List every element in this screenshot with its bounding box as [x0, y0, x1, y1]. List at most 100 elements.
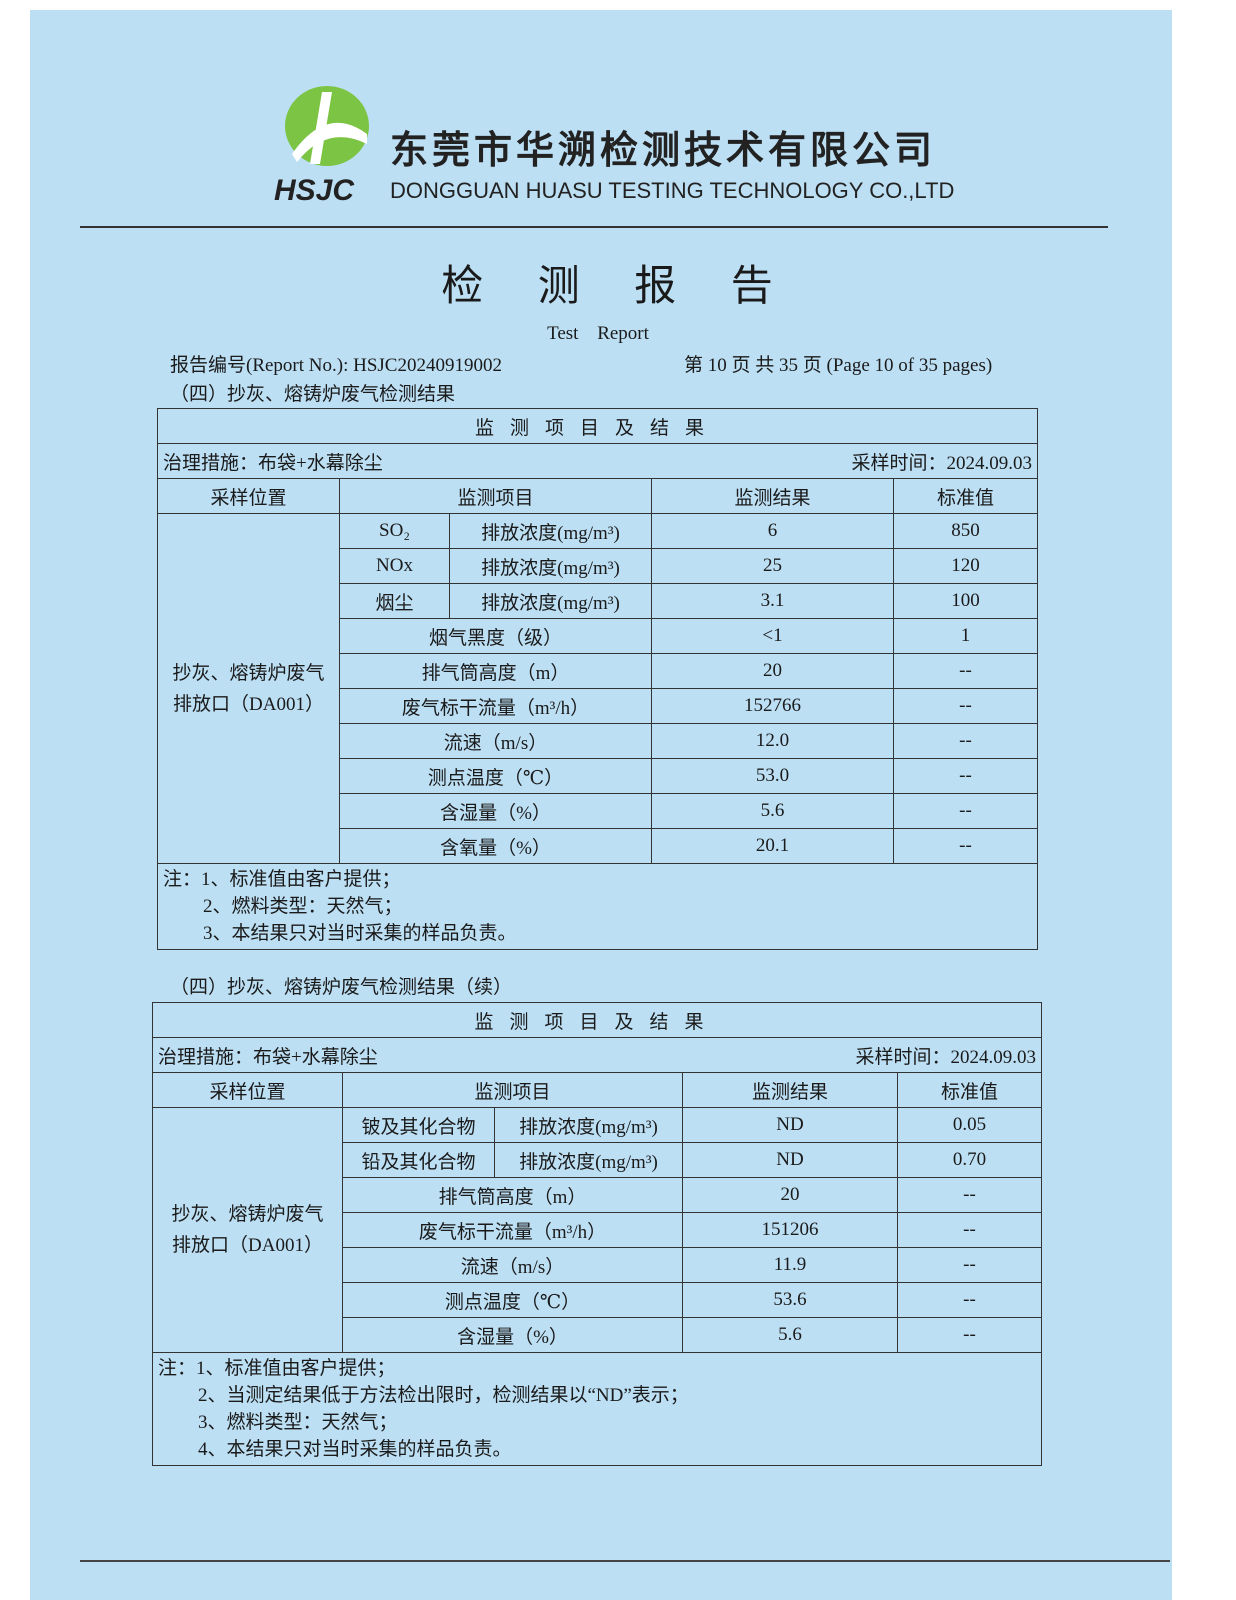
header-result: 监测结果	[651, 478, 894, 514]
standard-value: --	[897, 1212, 1042, 1248]
treatment-row: 治理措施：布袋+水幕除尘 采样时间：2024.09.03	[152, 1037, 1042, 1073]
result-value: 25	[651, 548, 894, 584]
standard-value: --	[893, 793, 1038, 829]
company-name-en: DONGGUAN HUASU TESTING TECHNOLOGY CO.,LT…	[390, 178, 955, 203]
item-name: 测点温度（℃）	[342, 1282, 683, 1318]
standard-value: 1	[893, 618, 1038, 654]
result-value: ND	[682, 1107, 898, 1143]
table-caption: 监测项目及结果	[152, 1002, 1042, 1038]
treatment: 治理措施：布袋+水幕除尘	[163, 452, 383, 474]
note-line: 2、当测定结果低于方法检出限时，检测结果以“ND”表示；	[198, 1385, 689, 1406]
result-value: 12.0	[651, 723, 894, 759]
report-number: 报告编号(Report No.): HSJC20240919002	[170, 355, 502, 376]
table-row: 废气标干流量（m³/h） 152766 --	[158, 688, 1038, 724]
item-name: 流速（m/s）	[342, 1247, 683, 1283]
result-value: <1	[651, 618, 894, 654]
item-name: 排气筒高度（m）	[342, 1177, 683, 1213]
table-row: 烟尘 排放浓度(mg/m³) 3.1 100	[158, 583, 1038, 619]
sample-time: 采样时间：2024.09.03	[851, 452, 1032, 474]
note-line: 注：1、标准值由客户提供；	[158, 1358, 396, 1379]
treatment: 治理措施：布袋+水幕除尘	[158, 1046, 378, 1068]
result-value: 53.0	[651, 758, 894, 794]
header-item: 监测项目	[342, 1072, 683, 1108]
header-location: 采样位置	[152, 1072, 343, 1108]
report-subtitle: Test Report	[547, 323, 649, 344]
result-value: 151206	[682, 1212, 898, 1248]
section-title-2: （四）抄灰、熔铸炉废气检测结果（续）	[170, 977, 513, 998]
item-name: 流速（m/s）	[339, 723, 652, 759]
note-line: 3、本结果只对当时采集的样品负责。	[203, 923, 517, 944]
note-line: 注：1、标准值由客户提供；	[163, 869, 401, 890]
note-line: 3、燃料类型：天然气；	[198, 1412, 398, 1433]
header-result: 监测结果	[682, 1072, 898, 1108]
logo-text: HSJC	[274, 174, 355, 207]
results-table-1: 监测项目及结果 治理措施：布袋+水幕除尘 采样时间：2024.09.03 采样位置 监测…	[157, 408, 1038, 950]
result-value: 20.1	[651, 828, 894, 864]
page-info: 第 10 页 共 35 页 (Page 10 of 35 pages)	[684, 355, 993, 376]
item-param: 排放浓度(mg/m³)	[494, 1142, 683, 1178]
standard-value: --	[893, 653, 1038, 689]
item-name: 含湿量（%）	[339, 793, 652, 829]
item-name: 废气标干流量（m³/h）	[339, 688, 652, 724]
result-value: ND	[682, 1142, 898, 1178]
item-name: 烟气黑度（级）	[339, 618, 652, 654]
standard-value: --	[893, 828, 1038, 864]
item-param: 排放浓度(mg/m³)	[494, 1107, 683, 1143]
item-param: 排放浓度(mg/m³)	[449, 513, 652, 549]
footer-divider	[80, 1560, 1170, 1562]
table-row: 烟气黑度（级） <1 1	[158, 618, 1038, 654]
header-divider	[80, 226, 1108, 228]
results-table-2: 监测项目及结果 治理措施：布袋+水幕除尘 采样时间：2024.09.03 采样位置 监测…	[152, 1002, 1042, 1466]
table-caption: 监测项目及结果	[157, 408, 1038, 444]
result-value: 20	[682, 1177, 898, 1213]
company-name-cn: 东莞市华溯检测技术有限公司	[390, 128, 937, 172]
result-value: 3.1	[651, 583, 894, 619]
item-name: SO₂	[339, 513, 450, 549]
note-line: 2、燃料类型：天然气；	[203, 896, 403, 917]
result-value: 53.6	[682, 1282, 898, 1318]
sample-time: 采样时间：2024.09.03	[855, 1046, 1036, 1068]
header-standard: 标准值	[897, 1072, 1042, 1108]
result-value: 152766	[651, 688, 894, 724]
item-param: 排放浓度(mg/m³)	[449, 548, 652, 584]
standard-value: --	[893, 688, 1038, 724]
standard-value: --	[897, 1317, 1042, 1353]
sampling-location: 抄灰、熔铸炉废气排放口（DA001）	[157, 513, 340, 864]
header-item: 监测项目	[339, 478, 652, 514]
report-title: 检 测 报 告	[441, 264, 795, 310]
standard-value: 0.70	[897, 1142, 1042, 1178]
header-standard: 标准值	[893, 478, 1038, 514]
standard-value: --	[893, 723, 1038, 759]
standard-value: --	[893, 758, 1038, 794]
item-name: 排气筒高度（m）	[339, 653, 652, 689]
standard-value: 100	[893, 583, 1038, 619]
item-name: 铍及其化合物	[342, 1107, 495, 1143]
item-name: 烟尘	[339, 583, 450, 619]
result-value: 6	[651, 513, 894, 549]
table-row: 废气标干流量（m³/h） 151206 --	[153, 1212, 1042, 1248]
sampling-location: 抄灰、熔铸炉废气排放口（DA001）	[152, 1107, 343, 1353]
treatment-row: 治理措施：布袋+水幕除尘 采样时间：2024.09.03	[157, 443, 1038, 479]
table-row: 测点温度（℃） 53.6 --	[153, 1282, 1042, 1318]
item-name: 含氧量（%）	[339, 828, 652, 864]
standard-value: 0.05	[897, 1107, 1042, 1143]
item-param: 排放浓度(mg/m³)	[449, 583, 652, 619]
result-value: 11.9	[682, 1247, 898, 1283]
result-value: 5.6	[682, 1317, 898, 1353]
item-name: 铅及其化合物	[342, 1142, 495, 1178]
table-row: 排气筒高度（m） 20 --	[153, 1177, 1042, 1213]
company-logo	[285, 86, 369, 166]
section-title-1: （四）抄灰、熔铸炉废气检测结果	[170, 384, 456, 405]
header-location: 采样位置	[157, 478, 340, 514]
standard-value: --	[897, 1282, 1042, 1318]
notes: 注：1、标准值由客户提供； 2、当测定结果低于方法检出限时，检测结果以“ND”表示…	[152, 1352, 1042, 1466]
standard-value: --	[897, 1177, 1042, 1213]
standard-value: --	[897, 1247, 1042, 1283]
item-name: 含湿量（%）	[342, 1317, 683, 1353]
result-value: 5.6	[651, 793, 894, 829]
note-line: 4、本结果只对当时采集的样品负责。	[198, 1439, 512, 1460]
item-name: 测点温度（℃）	[339, 758, 652, 794]
standard-value: 120	[893, 548, 1038, 584]
table-row: NOx 排放浓度(mg/m³) 25 120	[158, 548, 1038, 584]
table-row: 抄灰、熔铸炉废气排放口（DA001） 铍及其化合物 排放浓度(mg/m³) ND 0.0…	[152, 1107, 1042, 1353]
